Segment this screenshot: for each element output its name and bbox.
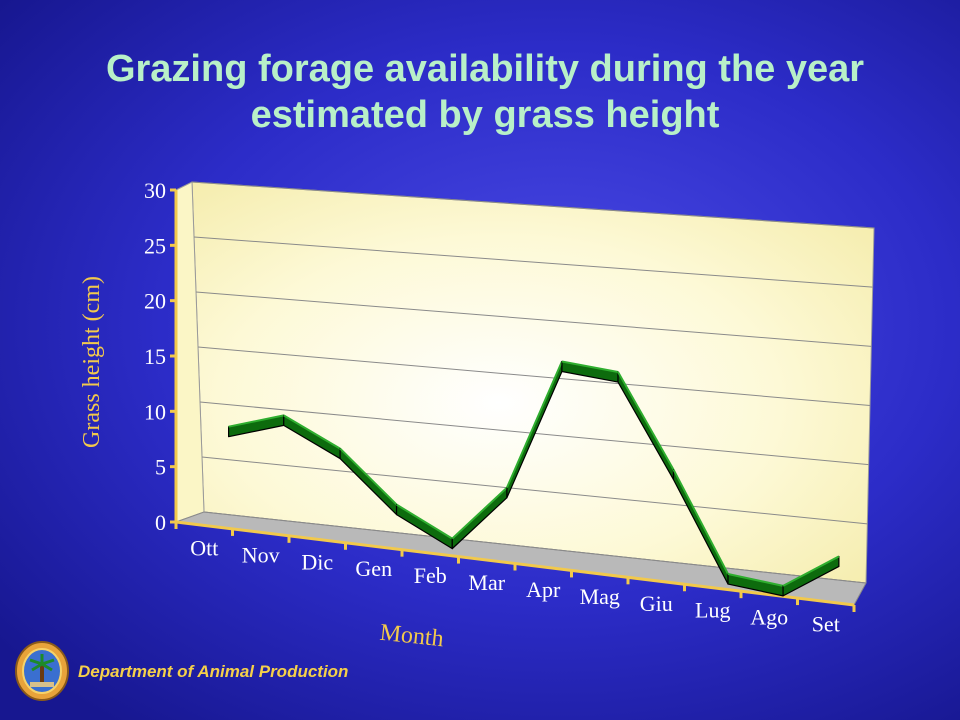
y-tick-label: 5 [155,455,166,480]
line-segment-top [672,469,729,575]
line-segment-top [617,371,675,471]
y-tick-label: 20 [144,289,166,314]
line-segment-top [561,360,619,374]
y-tick-label: 25 [144,233,166,258]
y-tick-label: 15 [144,344,166,369]
x-tick-label: Gen [355,556,392,581]
x-tick-label: Mar [468,570,505,595]
x-tick-label: Feb [414,563,447,588]
line-segment-top [228,414,284,428]
gridline [203,511,867,584]
gridline [201,456,868,525]
x-tick-label: Ott [190,535,218,560]
y-tick-label: 30 [144,178,166,203]
x-tick-label: Set [812,612,840,637]
y-tick-label: 10 [144,399,166,424]
gridline [191,181,875,229]
x-tick-label: Apr [526,577,561,602]
y-axis-title: Grass height (cm) [79,276,105,448]
slide-title: Grazing forage availability during the y… [105,48,865,136]
x-tick-label: Nov [242,542,280,567]
line-segment-top [506,361,563,489]
x-tick-label: Giu [640,591,673,616]
line-segment-top [782,555,840,587]
x-tick-label: Dic [301,549,333,574]
gridline [195,291,872,347]
gridline [193,236,873,288]
x-tick-label: Lug [695,598,730,623]
footer-department: Department of Animal Production [78,662,349,681]
line-segment-top [451,486,508,540]
line-segment-top [396,503,453,540]
line-segment-top [727,573,784,587]
x-tick-label: Mag [580,584,620,609]
y-tick-label: 0 [155,510,166,535]
x-tick-label: Ago [750,605,788,630]
university-logo [15,641,69,701]
line-segment-top [283,414,341,450]
x-axis-title: Month [379,620,445,653]
line-segment-top [339,447,398,506]
gridline [197,346,871,406]
